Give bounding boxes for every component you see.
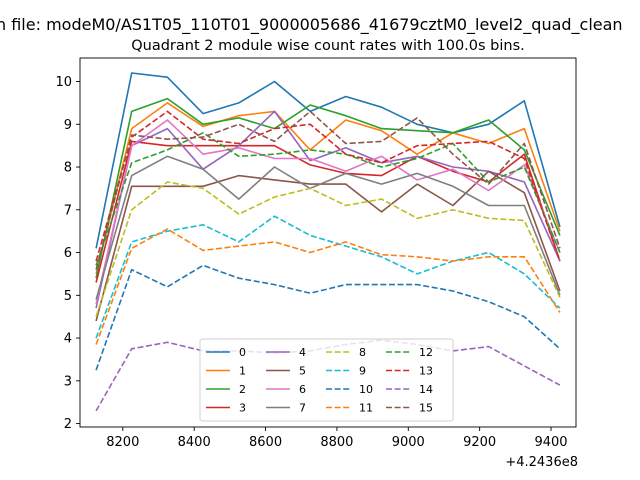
series-line-2 xyxy=(95,97,561,279)
series-line-15 xyxy=(95,110,561,270)
y-tick-label: 4 xyxy=(64,332,72,347)
legend-label-15: 15 xyxy=(419,402,433,415)
x-tick-label: 9400 xyxy=(534,435,567,450)
series-line-10 xyxy=(95,264,561,371)
series-line-11 xyxy=(95,228,561,345)
series-line-12 xyxy=(95,132,561,266)
y-tick-label: 5 xyxy=(64,289,72,304)
x-tick-label: 8400 xyxy=(178,435,211,450)
y-tick-label: 3 xyxy=(64,374,72,389)
series-line-9 xyxy=(95,215,561,339)
legend-label-6: 6 xyxy=(299,383,306,396)
series-line-13 xyxy=(95,110,561,262)
legend-label-12: 12 xyxy=(419,346,433,359)
y-tick-label: 9 xyxy=(64,118,72,133)
plot-area: 8200 8400 8600 8800 9000 9200 9400 2 3 4 5 6 7 8 9 10 0 1… xyxy=(55,57,577,450)
figure-suptitle: n file: modeM0/AS1T05_110T01_9000005686_… xyxy=(0,15,623,35)
series-line-4 xyxy=(95,110,561,309)
series-line-5 xyxy=(95,170,561,322)
legend-label-4: 4 xyxy=(299,346,306,359)
chart-title: Quadrant 2 module wise count rates with … xyxy=(131,38,525,54)
series-line-3 xyxy=(95,140,561,283)
legend-label-2: 2 xyxy=(239,383,246,396)
legend-label-7: 7 xyxy=(299,402,306,415)
axes-frame xyxy=(79,57,577,428)
series-line-8 xyxy=(95,181,561,317)
legend-label-10: 10 xyxy=(359,383,373,396)
series-line-0 xyxy=(95,72,561,249)
x-tick-label: 8200 xyxy=(106,435,139,450)
y-tick-label: 6 xyxy=(64,246,72,261)
y-tick-label: 8 xyxy=(64,161,72,176)
y-tick-label: 7 xyxy=(64,203,72,218)
x-tick-label: 8800 xyxy=(320,435,353,450)
series-line-7 xyxy=(95,155,561,300)
x-offset-label: +4.2436e8 xyxy=(505,455,578,470)
legend-label-3: 3 xyxy=(239,402,246,415)
series-line-6 xyxy=(95,119,561,305)
x-tick-label: 8600 xyxy=(249,435,282,450)
y-tick-label: 10 xyxy=(55,75,72,90)
legend-label-8: 8 xyxy=(359,346,366,359)
x-tick-label: 9000 xyxy=(392,435,425,450)
legend-label-11: 11 xyxy=(359,402,373,415)
y-tick-label: 2 xyxy=(64,417,72,432)
legend-label-13: 13 xyxy=(419,365,433,378)
x-tick-label: 9200 xyxy=(463,435,496,450)
legend-label-5: 5 xyxy=(299,365,306,378)
legend-label-1: 1 xyxy=(239,365,246,378)
legend-box xyxy=(199,338,454,422)
legend-label-0: 0 xyxy=(239,346,246,359)
legend-label-14: 14 xyxy=(419,383,433,396)
legend-label-9: 9 xyxy=(359,365,366,378)
